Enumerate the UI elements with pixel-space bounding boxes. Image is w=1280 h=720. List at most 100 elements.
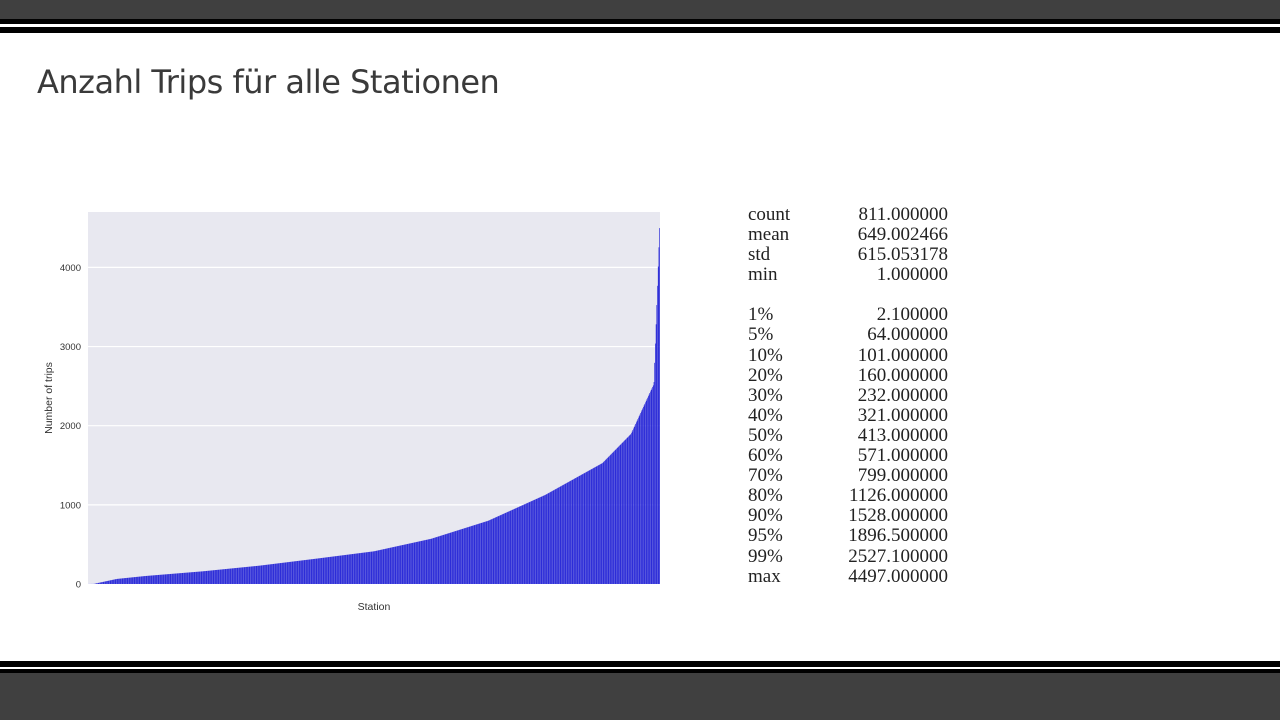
- bar: [178, 573, 179, 584]
- bar: [631, 433, 632, 584]
- bar: [240, 567, 241, 584]
- stat-value: 232.000000: [857, 384, 948, 406]
- bar: [545, 494, 547, 584]
- bar: [536, 498, 538, 584]
- bar: [388, 548, 390, 584]
- bar: [573, 478, 575, 584]
- bar: [516, 507, 517, 584]
- bar: [608, 456, 610, 584]
- bar: [207, 570, 208, 584]
- stat-label: 10%: [748, 344, 783, 366]
- bar: [204, 571, 206, 584]
- bar: [467, 527, 469, 584]
- bar: [104, 581, 105, 584]
- bar: [258, 565, 260, 584]
- x-axis-label: Station: [358, 601, 391, 613]
- bar: [329, 556, 330, 584]
- bar: [320, 558, 321, 584]
- bar: [494, 517, 495, 584]
- bar: [554, 489, 556, 584]
- bar: [430, 538, 431, 584]
- bar: [111, 579, 113, 584]
- stat-row-30pct: 30% 232.000000: [748, 384, 978, 406]
- bar: [533, 500, 534, 584]
- bar: [559, 486, 561, 584]
- bar: [531, 500, 533, 584]
- bar: [576, 477, 577, 584]
- bar: [651, 388, 653, 584]
- bar: [222, 569, 224, 584]
- y-tick-label: 4000: [60, 263, 81, 274]
- bar: [112, 579, 114, 584]
- bar: [647, 397, 648, 584]
- bar: [615, 449, 617, 584]
- bar: [607, 458, 608, 584]
- bar: [628, 435, 630, 584]
- bar: [405, 544, 407, 584]
- bar: [490, 519, 492, 584]
- bar: [628, 436, 629, 584]
- bar: [444, 534, 446, 584]
- bar: [362, 552, 363, 584]
- bar: [494, 517, 496, 584]
- bar: [401, 545, 402, 584]
- bar: [360, 552, 362, 584]
- stat-value: 64.000000: [867, 324, 948, 346]
- bar: [172, 573, 174, 584]
- bar: [304, 560, 306, 584]
- stat-label: 70%: [748, 465, 783, 487]
- bar: [540, 496, 542, 584]
- bar: [144, 576, 146, 584]
- bar: [487, 520, 488, 584]
- bar: [257, 565, 259, 584]
- bar: [432, 538, 433, 584]
- bar: [652, 385, 654, 584]
- bar: [409, 543, 411, 584]
- bar: [440, 535, 442, 584]
- bar: [593, 467, 595, 584]
- stat-value: 1126.000000: [848, 485, 948, 507]
- bar: [188, 572, 189, 584]
- bar: [557, 488, 558, 584]
- bar: [496, 516, 498, 584]
- bar: [230, 568, 232, 584]
- bar: [301, 560, 302, 584]
- stat-label: 40%: [748, 404, 783, 426]
- bar: [364, 552, 366, 584]
- bar: [486, 521, 488, 584]
- bar: [520, 506, 521, 584]
- bar: [596, 466, 598, 584]
- bar: [393, 546, 395, 584]
- bar: [344, 554, 346, 584]
- bar: [306, 559, 308, 584]
- bar: [293, 561, 294, 584]
- bar: [377, 550, 379, 584]
- bar: [369, 551, 371, 584]
- stat-label: 80%: [748, 485, 783, 507]
- bar: [310, 559, 311, 584]
- stat-label: count: [748, 204, 791, 225]
- bar: [545, 494, 546, 584]
- bar: [492, 518, 494, 584]
- bar: [138, 576, 139, 584]
- bar: [446, 533, 447, 584]
- bar: [212, 570, 214, 584]
- bar: [444, 534, 445, 584]
- stat-value: 101.000000: [857, 344, 948, 366]
- bar: [475, 524, 477, 584]
- bar: [384, 548, 385, 584]
- bar: [271, 564, 273, 584]
- bar: [646, 399, 648, 584]
- stat-label: std: [748, 244, 771, 266]
- bar: [416, 541, 418, 584]
- bar: [348, 554, 349, 584]
- bar: [389, 547, 391, 584]
- bar: [321, 557, 323, 584]
- bar: [433, 537, 435, 584]
- bar: [207, 570, 209, 584]
- bar: [424, 540, 426, 584]
- bar: [372, 551, 374, 584]
- bar: [353, 553, 354, 584]
- y-tick-label: 1000: [60, 500, 81, 511]
- stat-label: 50%: [748, 424, 783, 446]
